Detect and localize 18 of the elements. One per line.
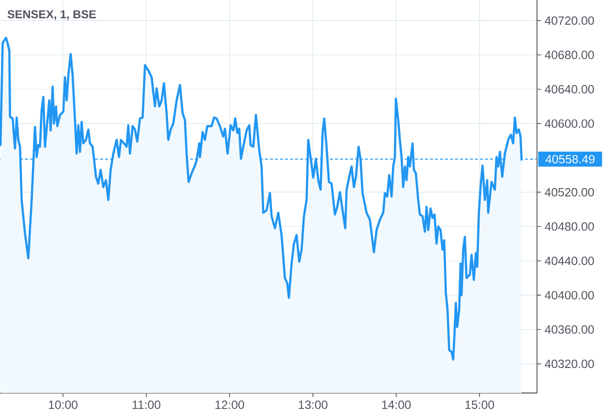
x-tick-label: 11:00 [132,400,160,409]
y-tick-label: 40360.00 [544,325,594,334]
x-tick-label: 13:00 [298,400,328,409]
x-tick-label: 10:00 [48,400,78,409]
y-tick-label: 40520.00 [544,188,594,196]
ref-line-label: 40558.49 [545,154,594,164]
y-tick-label: 40680.00 [544,50,594,60]
x-tick-label: 12:00 [216,400,244,409]
y-tick-label: 40440.00 [544,256,594,266]
x-tick-label: 14:00 [382,400,411,409]
y-tick-label: 40600.00 [544,119,594,128]
text: SENSEX, 1, BSE [8,10,96,20]
y-tick-label: 40720.00 [544,16,594,25]
x-tick-label: 15:00 [465,400,494,409]
y-tick-label: 40480.00 [544,222,594,231]
y-tick-label: 40320.00 [544,360,594,368]
y-tick-label: 40400.00 [544,290,594,300]
y-tick-label: 40640.00 [544,85,594,94]
